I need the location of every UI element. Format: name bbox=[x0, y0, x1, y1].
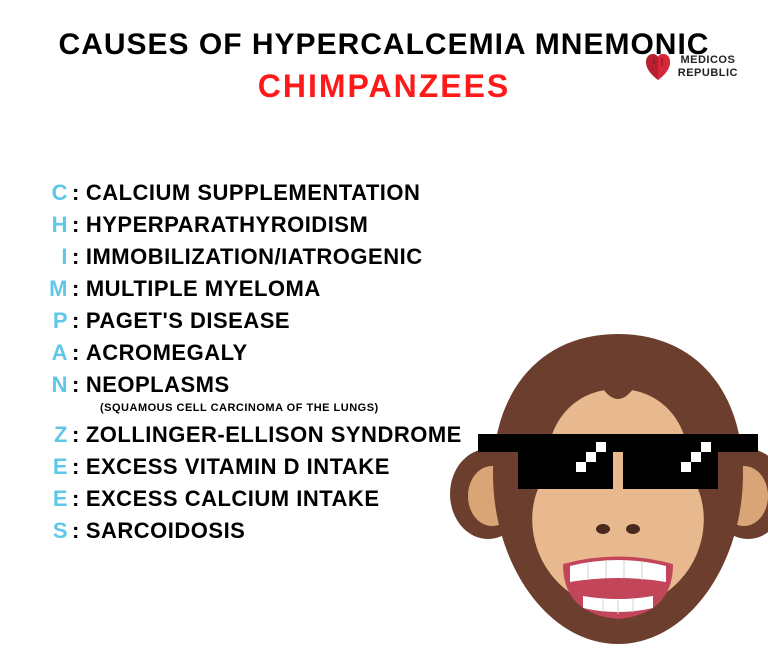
chimpanzee-illustration bbox=[448, 314, 768, 654]
mnemonic-item: E:EXCESS VITAMIN D INTAKE bbox=[30, 454, 462, 480]
mnemonic-letter: E bbox=[30, 486, 68, 512]
brand-line2: REPUBLIC bbox=[678, 67, 738, 80]
colon: : bbox=[72, 180, 80, 206]
mnemonic-item: S:SARCOIDOSIS bbox=[30, 518, 462, 544]
header: CAUSES OF HYPERCALCEMIA MNEMONIC CHIMPAN… bbox=[0, 0, 768, 105]
mnemonic-description: MULTIPLE MYELOMA bbox=[86, 276, 321, 302]
colon: : bbox=[72, 276, 80, 302]
mnemonic-item: A:ACROMEGALY bbox=[30, 340, 462, 366]
brand-logo: MEDICOS REPUBLIC bbox=[644, 52, 738, 82]
mnemonic-description: NEOPLASMS bbox=[86, 372, 230, 398]
colon: : bbox=[72, 372, 80, 398]
colon: : bbox=[72, 212, 80, 238]
mnemonic-description: SARCOIDOSIS bbox=[86, 518, 246, 544]
mnemonic-item: C:CALCIUM SUPPLEMENTATION bbox=[30, 180, 462, 206]
mnemonic-item: I:IMMOBILIZATION/IATROGENIC bbox=[30, 244, 462, 270]
brand-line1: MEDICOS bbox=[678, 54, 738, 67]
mnemonic-letter: S bbox=[30, 518, 68, 544]
mnemonic-letter: E bbox=[30, 454, 68, 480]
mnemonic-description: IMMOBILIZATION/IATROGENIC bbox=[86, 244, 423, 270]
mnemonic-description: PAGET'S DISEASE bbox=[86, 308, 290, 334]
mnemonic-description: HYPERPARATHYROIDISM bbox=[86, 212, 368, 238]
mnemonic-description: EXCESS CALCIUM INTAKE bbox=[86, 486, 380, 512]
mnemonic-description: EXCESS VITAMIN D INTAKE bbox=[86, 454, 390, 480]
mnemonic-letter: Z bbox=[30, 422, 68, 448]
brand-text: MEDICOS REPUBLIC bbox=[678, 54, 738, 80]
mnemonic-description: ACROMEGALY bbox=[86, 340, 248, 366]
colon: : bbox=[72, 244, 80, 270]
mnemonic-description: ZOLLINGER-ELLISON SYNDROME bbox=[86, 422, 462, 448]
colon: : bbox=[72, 340, 80, 366]
mnemonic-letter: I bbox=[30, 244, 68, 270]
heart-icon bbox=[644, 52, 672, 82]
colon: : bbox=[72, 486, 80, 512]
mnemonic-item: E:EXCESS CALCIUM INTAKE bbox=[30, 486, 462, 512]
colon: : bbox=[72, 422, 80, 448]
mnemonic-letter: A bbox=[30, 340, 68, 366]
mnemonic-item: Z:ZOLLINGER-ELLISON SYNDROME bbox=[30, 422, 462, 448]
mnemonic-letter: C bbox=[30, 180, 68, 206]
colon: : bbox=[72, 518, 80, 544]
mnemonic-note: (SQUAMOUS CELL CARCINOMA OF THE LUNGS) bbox=[100, 402, 462, 414]
mnemonic-item: P:PAGET'S DISEASE bbox=[30, 308, 462, 334]
colon: : bbox=[72, 308, 80, 334]
mnemonic-item: H:HYPERPARATHYROIDISM bbox=[30, 212, 462, 238]
mnemonic-letter: M bbox=[30, 276, 68, 302]
mnemonic-letter: P bbox=[30, 308, 68, 334]
colon: : bbox=[72, 454, 80, 480]
mnemonic-item: N:NEOPLASMS bbox=[30, 372, 462, 398]
mnemonic-letter: N bbox=[30, 372, 68, 398]
mnemonic-letter: H bbox=[30, 212, 68, 238]
mnemonic-list: C:CALCIUM SUPPLEMENTATIONH:HYPERPARATHYR… bbox=[30, 180, 462, 550]
mnemonic-item: M:MULTIPLE MYELOMA bbox=[30, 276, 462, 302]
mnemonic-description: CALCIUM SUPPLEMENTATION bbox=[86, 180, 421, 206]
